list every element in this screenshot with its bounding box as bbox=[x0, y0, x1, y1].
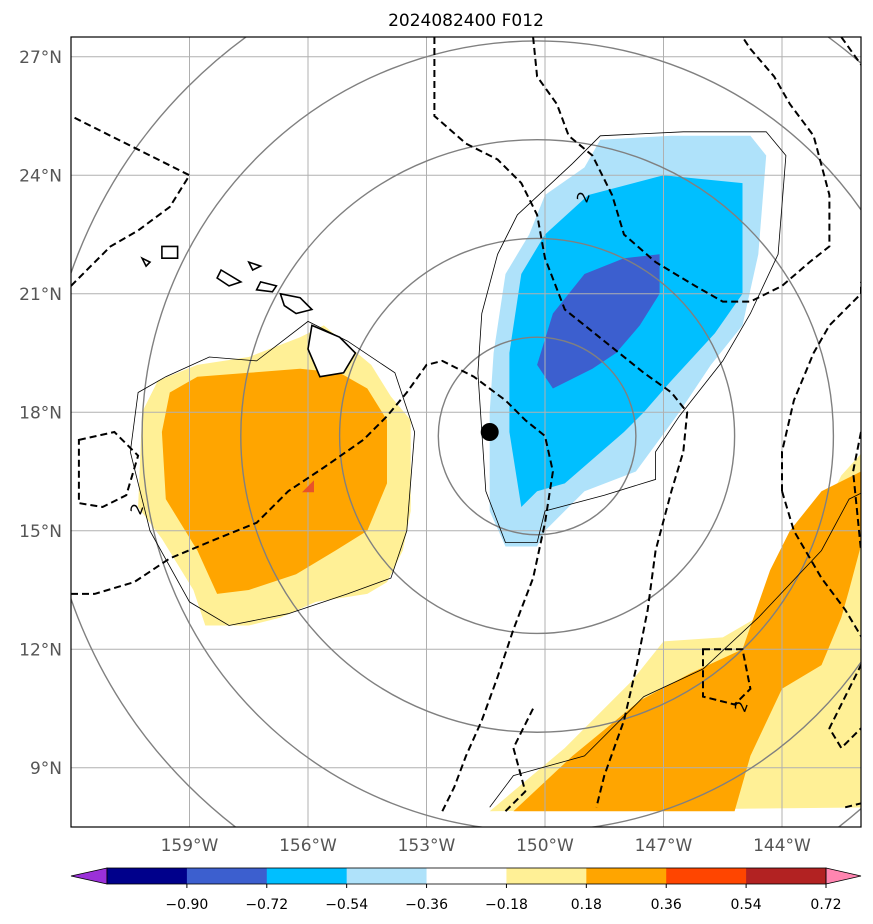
colorbar-tick-label: −0.72 bbox=[245, 897, 288, 913]
lon-tick-label: 144°W bbox=[753, 836, 811, 856]
lat-tick-label: 24°N bbox=[19, 166, 62, 186]
lat-tick-label: 9°N bbox=[30, 759, 62, 779]
lon-tick-label: 159°W bbox=[161, 836, 219, 856]
island-outline bbox=[247, 260, 263, 272]
triangle-marker bbox=[302, 480, 314, 493]
range-ring bbox=[141, 40, 861, 827]
colorbar-segment bbox=[186, 868, 268, 884]
dashed-contour bbox=[781, 281, 861, 492]
colorbar-segment bbox=[666, 868, 747, 884]
lat-tick-label: 12°N bbox=[19, 640, 62, 660]
dashed-contour bbox=[504, 708, 534, 812]
storm-center-marker bbox=[480, 423, 499, 441]
colorbar-segment bbox=[506, 868, 587, 884]
colorbar-extend-high bbox=[825, 867, 862, 885]
colorbar-tick-label: 0.36 bbox=[651, 897, 682, 913]
lon-tick-label: 156°W bbox=[279, 836, 337, 856]
dashed-contour bbox=[702, 648, 752, 706]
lat-tick-label: 18°N bbox=[19, 403, 62, 423]
colorbar-tick-label: −0.18 bbox=[485, 897, 528, 913]
chart-title: 2024082400 F012 bbox=[388, 11, 544, 31]
anomaly-fill-region bbox=[513, 471, 861, 812]
colorbar-segment bbox=[746, 868, 827, 884]
thin-contour bbox=[129, 320, 416, 626]
colorbar-extend-low bbox=[70, 867, 108, 885]
colorbar-tick-label: 0.72 bbox=[810, 897, 841, 913]
dashed-contour bbox=[71, 359, 554, 812]
island-outline bbox=[161, 245, 179, 259]
lon-tick-label: 153°W bbox=[398, 836, 456, 856]
colorbar-segment bbox=[346, 868, 428, 884]
thin-contour bbox=[489, 492, 861, 808]
colorbar: −0.90 −0.72 −0.54 −0.36 −0.18 0.18 0.36 0.54 0.7… bbox=[70, 867, 862, 913]
colorbar-segment bbox=[586, 868, 667, 884]
colorbar-segment bbox=[426, 868, 507, 884]
island-outline bbox=[216, 268, 243, 287]
colorbar-segment bbox=[266, 868, 348, 884]
dashed-contour bbox=[840, 37, 861, 66]
dashed-contour bbox=[852, 431, 861, 553]
dashed-contour bbox=[532, 37, 831, 303]
thin-contour bbox=[477, 131, 787, 543]
lat-tick-label: 21°N bbox=[19, 285, 62, 305]
dashed-contour bbox=[77, 430, 140, 509]
colorbar-tick-label: −0.36 bbox=[405, 897, 448, 913]
colorbar-tick-label: 0.18 bbox=[571, 897, 602, 913]
dashed-contour bbox=[781, 490, 861, 750]
axis-labels: 9°N 12°N 15°N 18°N 21°N 24°N 27°N 159°W 156°W 153… bbox=[19, 48, 811, 856]
colorbar-tick-label: −0.90 bbox=[165, 897, 208, 913]
colorbar-segment bbox=[107, 868, 188, 884]
colorbar-frame bbox=[106, 867, 827, 885]
anomaly-fill-region bbox=[489, 453, 861, 812]
anomaly-fill-region bbox=[537, 254, 660, 389]
plot-frame bbox=[70, 36, 862, 828]
lon-tick-label: 147°W bbox=[635, 836, 693, 856]
island-outline bbox=[140, 256, 152, 268]
range-ring bbox=[338, 237, 736, 635]
range-ring bbox=[437, 336, 637, 536]
lat-tick-label: 27°N bbox=[19, 48, 62, 68]
dashed-contour bbox=[71, 115, 191, 287]
lon-tick-label: 150°W bbox=[516, 836, 574, 856]
colorbar-tick-label: 0.54 bbox=[731, 897, 762, 913]
colorbar-tick-label: −0.54 bbox=[325, 897, 368, 913]
map-plot-area: 222 bbox=[71, 37, 861, 827]
dashed-contour bbox=[433, 37, 689, 808]
range-ring bbox=[240, 138, 835, 733]
island-outline bbox=[279, 292, 314, 315]
island-outline bbox=[255, 280, 278, 293]
island-outline bbox=[307, 324, 357, 378]
lat-tick-label: 15°N bbox=[19, 522, 62, 542]
